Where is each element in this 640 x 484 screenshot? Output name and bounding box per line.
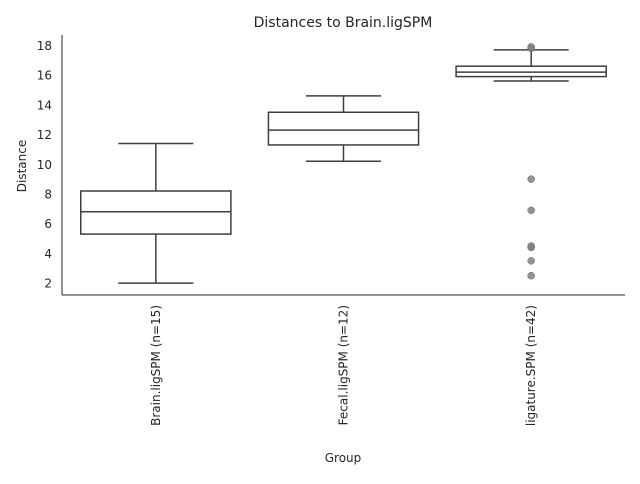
x-axis-label: Group bbox=[325, 451, 362, 465]
outlier-point bbox=[527, 242, 535, 250]
box-iqr bbox=[267, 111, 420, 146]
x-tick-label: Brain.ligSPM (n=15) bbox=[149, 305, 163, 426]
y-tick-label: 2 bbox=[44, 277, 52, 291]
y-tick-label: 10 bbox=[37, 158, 52, 172]
y-tick-label: 14 bbox=[37, 98, 52, 112]
y-tick-label: 18 bbox=[37, 39, 52, 53]
x-tick-label: Fecal.ligSPM (n=12) bbox=[337, 305, 351, 425]
outlier-point bbox=[527, 271, 535, 280]
outlier-point bbox=[527, 257, 535, 265]
y-tick-label: 4 bbox=[44, 247, 52, 261]
y-axis-label: Distance bbox=[15, 140, 29, 192]
outlier-point bbox=[527, 43, 535, 51]
plot-area: 2 4 6 8 10 12 14 16 18 Brain.ligSPM (n=15) Fecal.l… bbox=[37, 35, 625, 426]
y-tick-label: 6 bbox=[44, 217, 52, 231]
outlier-point bbox=[527, 175, 535, 183]
chart-title: Distances to Brain.ligSPM bbox=[254, 15, 433, 31]
y-tick-label: 8 bbox=[44, 187, 52, 201]
y-tick-label: 16 bbox=[37, 69, 52, 83]
x-tick-label: ligature.SPM (n=42) bbox=[524, 305, 538, 426]
outlier-point bbox=[527, 206, 535, 215]
y-tick-label: 12 bbox=[37, 128, 52, 142]
